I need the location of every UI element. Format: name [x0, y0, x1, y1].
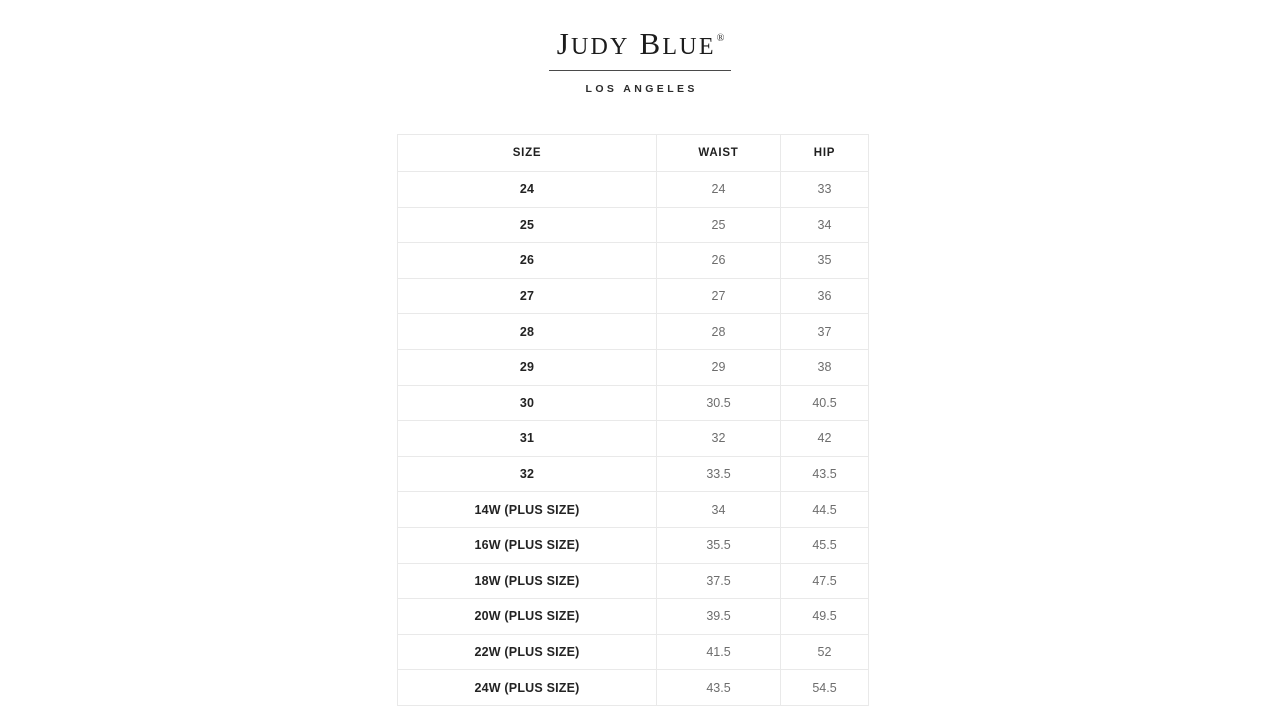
cell-waist: 32 [656, 420, 781, 457]
size-chart-table-wrapper: SIZE WAIST HIP 24 24 33 25 25 34 26 26 35 27 27 36 2… [397, 134, 869, 706]
cell-hip: 34 [780, 206, 869, 244]
cell-waist: 26 [656, 242, 781, 279]
table-row: 29 29 38 [397, 348, 869, 386]
cell-hip: 42 [780, 420, 869, 457]
cell-size: 30 [397, 384, 657, 422]
cell-hip: 37 [780, 313, 869, 350]
cell-hip: 43.5 [780, 455, 869, 493]
table-row: 32 33.5 43.5 [397, 455, 869, 493]
registered-trademark-icon: ® [716, 32, 725, 44]
cell-waist: 25 [656, 206, 781, 244]
brand-word-lue: LUE [662, 34, 716, 60]
column-header-waist: WAIST [656, 134, 781, 172]
cell-hip: 40.5 [780, 384, 869, 422]
brand-word-udy: UDY [570, 34, 630, 60]
cell-size: 32 [397, 455, 657, 493]
cell-waist: 29 [656, 348, 781, 386]
cell-waist: 24 [656, 171, 781, 208]
cell-size: 16W (PLUS SIZE) [397, 526, 657, 564]
table-row: 30 30.5 40.5 [397, 384, 869, 422]
cell-size: 29 [397, 348, 657, 386]
column-header-hip: HIP [780, 134, 869, 172]
table-row: 26 26 35 [397, 242, 869, 279]
cell-hip: 54.5 [780, 669, 869, 706]
column-header-size: SIZE [397, 134, 657, 172]
cell-hip: 44.5 [780, 491, 869, 528]
cell-waist: 35.5 [656, 526, 781, 564]
table-row: 16W (PLUS SIZE) 35.5 45.5 [397, 526, 869, 564]
table-row: 18W (PLUS SIZE) 37.5 47.5 [397, 562, 869, 600]
cell-size: 20W (PLUS SIZE) [397, 598, 657, 635]
cell-waist: 27 [656, 277, 781, 315]
cell-waist: 33.5 [656, 455, 781, 493]
brand-letter-b: B [639, 26, 663, 61]
size-chart-table: SIZE WAIST HIP 24 24 33 25 25 34 26 26 35 27 27 36 2… [397, 134, 869, 706]
cell-size: 28 [397, 313, 657, 350]
cell-waist: 43.5 [656, 669, 781, 706]
table-header: SIZE WAIST HIP [397, 134, 869, 172]
cell-size: 25 [397, 206, 657, 244]
cell-waist: 41.5 [656, 633, 781, 671]
cell-size: 24 [397, 171, 657, 208]
table-header-row: SIZE WAIST HIP [397, 134, 869, 172]
brand-letter-j: J [556, 26, 571, 61]
table-row: 20W (PLUS SIZE) 39.5 49.5 [397, 598, 869, 635]
brand-logo-text: JUDY BLUE® [556, 26, 725, 61]
cell-size: 31 [397, 420, 657, 457]
table-row: 24 24 33 [397, 171, 869, 208]
cell-size: 26 [397, 242, 657, 279]
cell-hip: 45.5 [780, 526, 869, 564]
cell-waist: 30.5 [656, 384, 781, 422]
cell-hip: 52 [780, 633, 869, 671]
cell-hip: 35 [780, 242, 869, 279]
table-row: 28 28 37 [397, 313, 869, 350]
cell-waist: 39.5 [656, 598, 781, 635]
table-row: 14W (PLUS SIZE) 34 44.5 [397, 491, 869, 528]
brand-divider [549, 70, 731, 71]
cell-hip: 33 [780, 171, 869, 208]
cell-waist: 34 [656, 491, 781, 528]
table-body: 24 24 33 25 25 34 26 26 35 27 27 36 28 28 37 29 29 38 30 30… [397, 171, 869, 706]
table-row: 31 32 42 [397, 420, 869, 457]
cell-size: 14W (PLUS SIZE) [397, 491, 657, 528]
table-row: 25 25 34 [397, 206, 869, 244]
cell-hip: 36 [780, 277, 869, 315]
table-row: 22W (PLUS SIZE) 41.5 52 [397, 633, 869, 671]
cell-hip: 38 [780, 348, 869, 386]
brand-tagline: LOS ANGELES [585, 83, 698, 95]
cell-size: 27 [397, 277, 657, 315]
cell-hip: 47.5 [780, 562, 869, 600]
cell-size: 22W (PLUS SIZE) [397, 633, 657, 671]
brand-header: JUDY BLUE® LOS ANGELES [0, 28, 1280, 95]
cell-waist: 37.5 [656, 562, 781, 600]
cell-hip: 49.5 [780, 598, 869, 635]
table-row: 24W (PLUS SIZE) 43.5 54.5 [397, 669, 869, 706]
table-row: 27 27 36 [397, 277, 869, 315]
cell-size: 24W (PLUS SIZE) [397, 669, 657, 706]
cell-size: 18W (PLUS SIZE) [397, 562, 657, 600]
cell-waist: 28 [656, 313, 781, 350]
